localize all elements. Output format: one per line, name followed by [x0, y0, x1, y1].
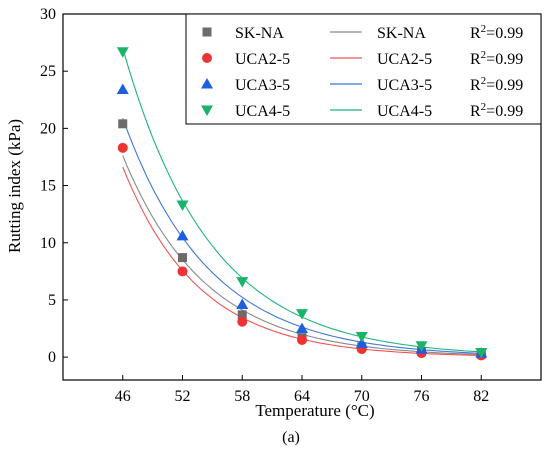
legend-box — [185, 13, 542, 125]
y-tick-label: 20 — [40, 120, 56, 137]
data-point — [118, 119, 128, 129]
x-tick-label: 46 — [115, 388, 131, 405]
data-point — [475, 348, 488, 359]
y-tick-label: 5 — [48, 292, 56, 309]
x-tick-label: 82 — [473, 388, 489, 405]
x-tick-label: 58 — [234, 388, 250, 405]
y-axis-title: Rutting index (kPa) — [5, 119, 24, 253]
legend-label: UCA3-5 — [235, 77, 290, 94]
data-point — [116, 83, 129, 94]
x-tick-label: 76 — [414, 388, 430, 405]
y-tick-label: 25 — [40, 63, 56, 80]
x-axis-title: Temperature (°C) — [255, 401, 374, 420]
legend-label: SK-NA — [235, 25, 284, 42]
x-tick-label: 52 — [175, 388, 191, 405]
legend: SK-NA SK-NA R2=0.99 UCA2-5 UCA2-5 R2=0.99 UCA3… — [185, 13, 542, 125]
legend-fit-label: UCA4-5 — [377, 103, 432, 120]
legend-marker — [202, 53, 212, 63]
data-point — [117, 142, 128, 153]
data-point — [176, 229, 189, 241]
x-tick-label: 70 — [354, 388, 370, 405]
data-point — [415, 341, 428, 352]
data-point — [297, 334, 307, 345]
data-point — [237, 310, 247, 320]
axes: 46 52 58 64 70 76 82 0 5 10 15 20 25 30 — [40, 6, 542, 405]
data-point — [355, 337, 368, 348]
data-point — [236, 298, 249, 310]
legend-label: UCA4-5 — [235, 103, 290, 120]
data-point — [355, 332, 368, 343]
legend-r2: R2=0.99 — [470, 101, 523, 120]
y-tick-label: 15 — [40, 178, 56, 195]
legend-marker — [201, 78, 213, 89]
legend-fit-label: UCA2-5 — [377, 51, 432, 68]
y-tick-label: 10 — [40, 235, 56, 252]
legend-label: UCA2-5 — [235, 51, 290, 68]
data-point — [176, 200, 189, 212]
y-tick-label: 30 — [40, 6, 56, 23]
data-point — [237, 316, 248, 327]
data-point — [236, 277, 249, 288]
legend-r2: R2=0.99 — [470, 75, 523, 94]
legend-fit-label: UCA3-5 — [377, 77, 432, 94]
x-tick-label: 64 — [294, 388, 310, 405]
data-point — [178, 253, 187, 263]
data-point — [177, 266, 188, 277]
data-point — [116, 47, 129, 58]
legend-marker — [201, 105, 213, 116]
legend-fit-label: SK-NA — [377, 25, 426, 42]
legend-r2: R2=0.99 — [470, 23, 523, 42]
legend-marker — [202, 27, 212, 37]
data-point — [296, 309, 308, 320]
legend-r2: R2=0.99 — [470, 49, 523, 68]
data-marks — [116, 47, 488, 361]
y-tick-label: 0 — [48, 349, 56, 366]
data-point — [296, 322, 308, 334]
figure-caption: (a) — [282, 429, 300, 446]
